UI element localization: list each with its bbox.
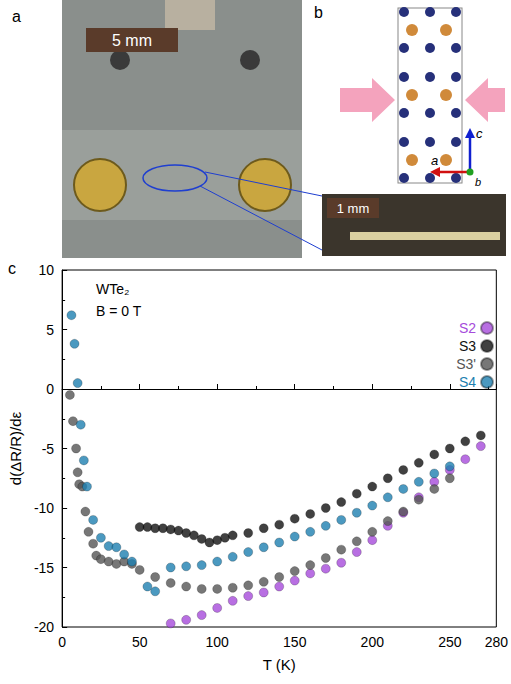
svg-text:d(ΔR/R)/dε: d(ΔR/R)/dε	[7, 412, 24, 486]
svg-text:b: b	[314, 4, 323, 21]
svg-text:150: 150	[283, 634, 307, 650]
svg-text:1 mm: 1 mm	[337, 201, 370, 216]
svg-text:10: 10	[39, 262, 55, 278]
svg-text:-15: -15	[34, 560, 54, 576]
svg-text:B = 0 T: B = 0 T	[96, 303, 142, 319]
svg-text:5: 5	[46, 322, 54, 338]
svg-text:c: c	[476, 126, 483, 141]
svg-text:200: 200	[361, 634, 385, 650]
svg-text:S3: S3	[459, 338, 476, 354]
svg-text:T (K): T (K)	[263, 656, 296, 673]
svg-text:280: 280	[485, 634, 509, 650]
svg-text:50: 50	[132, 634, 148, 650]
svg-text:a: a	[431, 153, 438, 168]
svg-text:0: 0	[46, 381, 54, 397]
svg-text:WTe₂: WTe₂	[96, 281, 129, 297]
svg-text:100: 100	[206, 634, 230, 650]
svg-text:-10: -10	[34, 500, 54, 516]
svg-text:-5: -5	[42, 441, 55, 457]
svg-text:-20: -20	[34, 619, 54, 635]
svg-text:250: 250	[438, 634, 462, 650]
svg-text:S4: S4	[459, 374, 476, 390]
svg-text:S2: S2	[459, 320, 476, 336]
svg-text:a: a	[12, 8, 21, 25]
svg-text:5 mm: 5 mm	[112, 32, 152, 49]
svg-text:b: b	[475, 176, 481, 188]
svg-text:0: 0	[58, 634, 66, 650]
svg-text:S3': S3'	[456, 356, 476, 372]
svg-text:c: c	[8, 260, 16, 277]
